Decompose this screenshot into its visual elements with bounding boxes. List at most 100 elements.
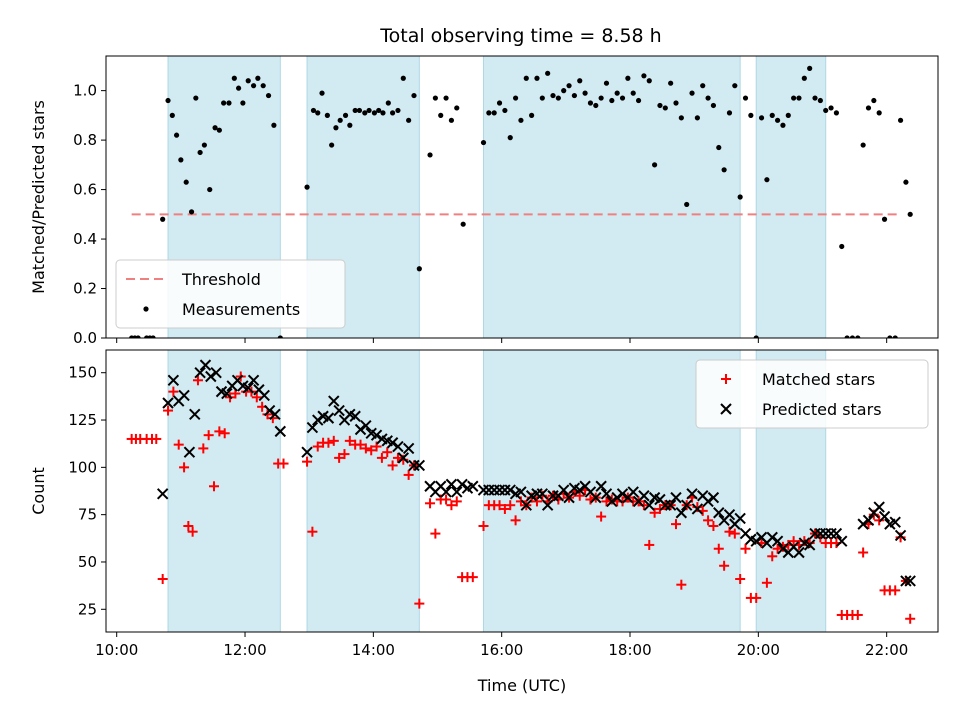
measurement-point	[593, 102, 599, 109]
chart-title: Total observing time = 8.58 h	[379, 25, 661, 47]
matched-point	[151, 433, 162, 444]
measurement-point	[566, 83, 572, 89]
measurement-point	[427, 152, 433, 158]
measurement-point	[625, 75, 631, 81]
matched-point	[772, 543, 783, 554]
measurement-point	[603, 80, 610, 86]
measurement-point	[539, 95, 545, 101]
predicted-point	[397, 452, 410, 464]
measurement-point	[657, 102, 663, 109]
measurement-point	[265, 92, 272, 99]
measurement-point	[769, 112, 775, 118]
matched-point	[344, 435, 355, 446]
predicted-point	[643, 499, 655, 511]
measurement-point	[812, 95, 818, 101]
measurement-point	[178, 157, 184, 163]
matched-point	[729, 528, 740, 539]
predicted-point	[360, 419, 372, 432]
measurement-point	[710, 102, 717, 109]
matched-point	[799, 536, 810, 547]
measurement-point	[135, 335, 141, 338]
measurement-point	[376, 107, 382, 114]
measurement-point	[635, 97, 642, 104]
predicted-point	[904, 575, 916, 587]
predicted-point	[590, 491, 602, 504]
predicted-point	[878, 510, 891, 523]
measurement-point	[748, 112, 754, 118]
measurement-point	[385, 100, 391, 106]
measurement-point	[395, 107, 401, 114]
measurement-point	[545, 70, 551, 76]
measurement-point	[342, 112, 349, 118]
legend-measurement-swatch	[143, 306, 149, 312]
matched-point	[198, 443, 209, 454]
measurement-point	[619, 95, 626, 101]
measurement-point	[774, 117, 781, 123]
measurement-point	[400, 75, 406, 81]
measurement-point	[502, 107, 508, 114]
matched-point	[676, 579, 687, 590]
predicted-point	[611, 491, 623, 504]
measurement-point	[160, 216, 166, 222]
matched-point	[788, 536, 799, 547]
predicted-point	[269, 408, 281, 421]
measurement-point	[193, 95, 199, 101]
matched-point	[654, 503, 665, 514]
count-panel: 25 50 75 100 125 150 10:00 12:00 14:00 16:00 18:00…	[29, 349, 939, 695]
predicted-point	[183, 446, 196, 458]
predicted-point	[541, 499, 554, 511]
matched-point	[852, 609, 863, 620]
predicted-point	[836, 535, 848, 547]
measurement-point	[855, 335, 861, 338]
matched-point	[858, 547, 869, 558]
matched-point	[467, 572, 478, 583]
matched-point	[262, 409, 273, 420]
predicted-point	[263, 404, 276, 417]
matched-point	[307, 526, 318, 537]
measurement-point	[582, 90, 588, 96]
y-tick-label: 0.6	[73, 181, 97, 199]
predicted-point	[900, 575, 912, 587]
measurement-point	[907, 211, 913, 217]
predicted-point	[312, 414, 324, 426]
predicted-point	[557, 484, 570, 496]
matched-point	[767, 551, 778, 562]
matched-point	[446, 500, 457, 511]
matched-point	[203, 430, 214, 441]
measurement-point	[641, 73, 647, 79]
predicted-point	[691, 503, 704, 515]
y-axis-label: Count	[29, 467, 48, 515]
measurement-point	[694, 115, 700, 121]
measurement-point	[216, 127, 222, 133]
observing-window	[755, 55, 827, 339]
matched-point	[596, 511, 607, 522]
predicted-point	[873, 501, 885, 513]
measurement-point	[240, 100, 246, 106]
measurement-point	[319, 90, 325, 96]
matched-point	[278, 458, 289, 469]
measurement-point	[362, 110, 368, 116]
measurement-point	[507, 135, 513, 141]
matched-point	[339, 449, 350, 460]
matched-point	[713, 543, 724, 554]
measurement-point	[871, 97, 877, 104]
measurement-point	[844, 335, 850, 338]
measurement-point	[849, 335, 856, 338]
matched-point	[192, 375, 203, 386]
measurement-point	[523, 75, 529, 81]
measurement-point	[684, 201, 690, 208]
measurement-point	[406, 117, 412, 123]
plot-area	[126, 359, 916, 624]
predicted-point	[370, 429, 383, 441]
predicted-point	[664, 499, 677, 511]
predicted-point	[440, 486, 452, 498]
measurement-point	[416, 266, 422, 272]
y-tick-label: 1.0	[73, 82, 97, 100]
matched-point	[366, 445, 377, 456]
measurement-point	[518, 117, 524, 123]
predicted-point	[306, 421, 319, 434]
matched-point	[499, 503, 510, 514]
predicted-point	[686, 488, 698, 500]
matched-point	[376, 452, 387, 463]
predicted-point	[520, 499, 532, 511]
